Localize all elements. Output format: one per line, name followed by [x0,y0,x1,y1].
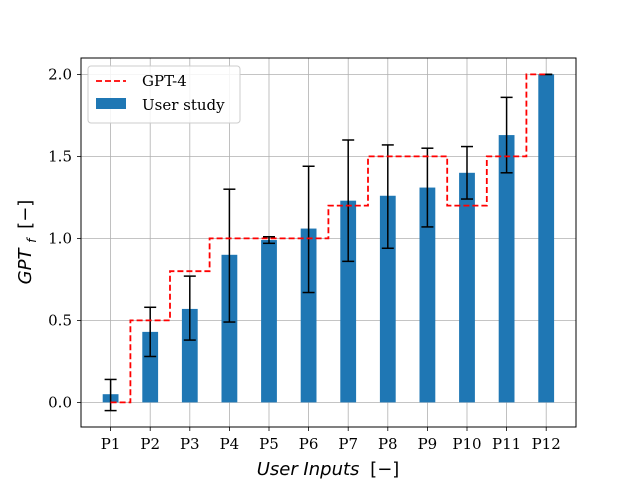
bar-P2 [142,331,159,403]
y-axis-label: GPT f [−] [15,200,41,285]
bar-P6 [300,228,317,403]
y-tick-label-2: 1.0 [48,229,72,247]
x-tick-label-3: P4 [220,435,240,453]
x-axis-label-unit: [−] [370,459,399,480]
y-axis-label-unit: [−] [15,200,36,229]
bar-P3 [181,308,198,403]
x-tick-label-4: P5 [259,435,279,453]
bar-P9 [419,187,436,403]
x-tick-label-10: P11 [492,435,521,453]
bars [102,74,555,403]
y-axis-label-main: GPT [15,247,36,285]
legend: GPT-4 User study [87,65,241,124]
x-tick-label-0: P1 [101,435,121,453]
bar-P8 [379,195,396,403]
x-tick-label-11: P12 [532,435,561,453]
x-tick-label-8: P9 [418,435,438,453]
y-tick-label-3: 1.5 [48,147,72,165]
x-axis-label-main: User Inputs [257,459,360,480]
x-tick-label-5: P6 [299,435,319,453]
gpt4-step-line [110,73,547,404]
x-tick-label-7: P8 [378,435,398,453]
y-axis-label-sub: f [25,237,39,243]
x-tick-label-6: P7 [338,435,358,453]
legend-user-study-swatch [96,98,126,109]
bar-P7 [340,200,357,403]
legend-user-study-label: User study [142,96,225,114]
bar-P11 [498,135,515,403]
legend-gpt4-label: GPT-4 [142,72,187,90]
gpt4-line [110,73,547,404]
y-tick-label-4: 2.0 [48,65,72,83]
bar-P10 [459,172,475,403]
error-bars [104,73,553,412]
x-tick-label-2: P3 [180,435,200,453]
y-tick-label-0: 0.0 [48,393,72,411]
bar-P4 [221,254,238,403]
y-tick-label-1: 0.5 [48,311,72,329]
plot-frame [80,57,577,428]
bar-P5 [261,240,277,403]
ticks: 0.0 0.5 1.0 1.5 2.0 P1 P2 P3 P4 P5 P6 P7 P8 P9 P10 P11 P… [48,65,561,453]
bar-P12 [538,74,555,403]
x-tick-label-1: P2 [140,435,160,453]
x-tick-label-9: P10 [452,435,481,453]
x-axis-label: User Inputs [−] [257,459,400,480]
